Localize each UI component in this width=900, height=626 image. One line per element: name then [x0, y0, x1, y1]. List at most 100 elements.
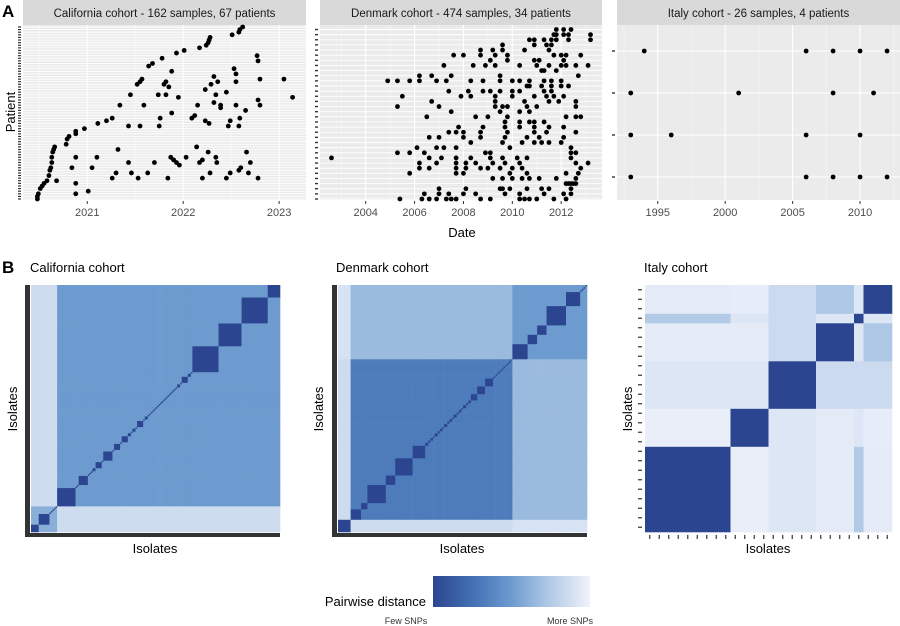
heatmap-cell [180, 376, 182, 383]
heatmap-cell [447, 376, 450, 379]
heatmap-cell [187, 371, 192, 374]
heatmap-cell [166, 376, 169, 383]
heatmap-cell [55, 411, 58, 414]
heatmap-cell [430, 374, 434, 376]
heatmap-cell [187, 467, 192, 472]
heatmap-cell [444, 358, 448, 361]
heatmap-cell [433, 371, 435, 374]
heatmap-cell [367, 291, 387, 307]
heatmap-cell [181, 471, 189, 473]
heatmap-cell [121, 297, 129, 324]
heatmap-cell [90, 414, 93, 417]
heatmap-cell [157, 413, 159, 415]
heatmap-cell [180, 373, 182, 377]
heatmap-cell [385, 423, 396, 428]
heatmap-cell [447, 393, 450, 401]
heatmap-cell [449, 358, 453, 361]
heatmap-cell [92, 413, 96, 415]
data-point [181, 48, 187, 53]
heatmap-cell [75, 472, 78, 475]
heatmap-cell [103, 410, 113, 412]
heatmap-cell [55, 484, 58, 487]
heatmap-cell [120, 384, 122, 388]
heatmap-cell [52, 513, 55, 525]
heatmap-cell [130, 467, 133, 472]
heatmap-cell [89, 432, 92, 437]
heatmap-cell [161, 399, 164, 402]
heatmap-cell [153, 388, 156, 391]
heatmap-cell [153, 443, 156, 450]
heatmap-cell [38, 426, 50, 429]
heatmap-cell [447, 334, 450, 345]
heatmap-cell [218, 394, 242, 397]
data-point [502, 134, 508, 140]
heatmap-cell [130, 408, 133, 411]
heatmap-cell [149, 524, 152, 533]
heatmap-cell [164, 432, 167, 437]
heatmap-cell [180, 396, 182, 399]
heatmap-cell [338, 414, 351, 418]
heatmap-cell [103, 403, 113, 406]
heatmap-cell [149, 399, 152, 402]
heatmap-cell [267, 388, 281, 391]
heatmap-cell [449, 407, 453, 410]
heatmap-cell [87, 443, 90, 450]
heatmap-cell [55, 524, 58, 533]
heatmap-cell [447, 437, 450, 441]
heatmap-cell [267, 487, 281, 507]
heatmap-cell [92, 475, 96, 486]
heatmap-cell [78, 390, 89, 393]
heatmap-cell [52, 512, 55, 515]
data-point [195, 102, 200, 108]
heatmap-cell [101, 408, 104, 411]
heatmap-cell [127, 414, 132, 417]
heatmap-cell [50, 391, 53, 394]
heatmap-cell [449, 360, 453, 362]
heatmap-cell [437, 378, 441, 387]
heatmap-cell [190, 391, 193, 394]
heatmap-cell [449, 376, 453, 379]
heatmap-cell [172, 461, 175, 469]
heatmap-cell [338, 437, 351, 441]
heatmap-cell [149, 513, 152, 525]
heatmap-cell [267, 393, 281, 396]
heatmap-cell [144, 428, 149, 432]
heatmap-cell [135, 384, 138, 388]
heatmap-cell [87, 396, 90, 399]
heatmap-cell [434, 421, 439, 424]
heatmap-cell [144, 484, 149, 487]
heatmap-cell [132, 410, 136, 412]
heatmap-cell [135, 509, 138, 511]
heatmap-cell [173, 432, 176, 437]
heatmap-cell [267, 297, 281, 324]
heatmap-cell [95, 432, 103, 437]
heatmap-cell [385, 365, 396, 367]
heatmap-cell [241, 460, 269, 463]
heatmap-cell [172, 285, 175, 298]
heatmap-cell [190, 393, 193, 396]
heatmap-cell [190, 451, 193, 461]
heatmap-cell [87, 403, 90, 406]
heatmap-cell [175, 472, 178, 475]
heatmap-cell [147, 419, 150, 421]
heatmap-cell [77, 388, 79, 391]
data-point [549, 37, 554, 43]
data-point [531, 57, 537, 63]
heatmap-cell [89, 393, 92, 396]
heatmap-cell [158, 400, 161, 403]
heatmap-cell [434, 409, 439, 413]
heatmap-cell [78, 428, 89, 432]
heatmap-cell [187, 472, 192, 475]
heatmap-cell [52, 420, 55, 428]
heatmap-cell [361, 442, 368, 446]
heatmap-cell [157, 373, 159, 377]
heatmap-cell [49, 390, 52, 393]
heatmap-cell [338, 417, 351, 420]
heatmap-cell [114, 435, 121, 443]
heatmap-cell [338, 442, 351, 446]
heatmap-cell [447, 421, 450, 424]
heatmap-cell [164, 510, 167, 513]
heatmap-cell [95, 388, 103, 391]
heatmap-cell [155, 461, 158, 469]
heatmap-cell [169, 416, 172, 420]
